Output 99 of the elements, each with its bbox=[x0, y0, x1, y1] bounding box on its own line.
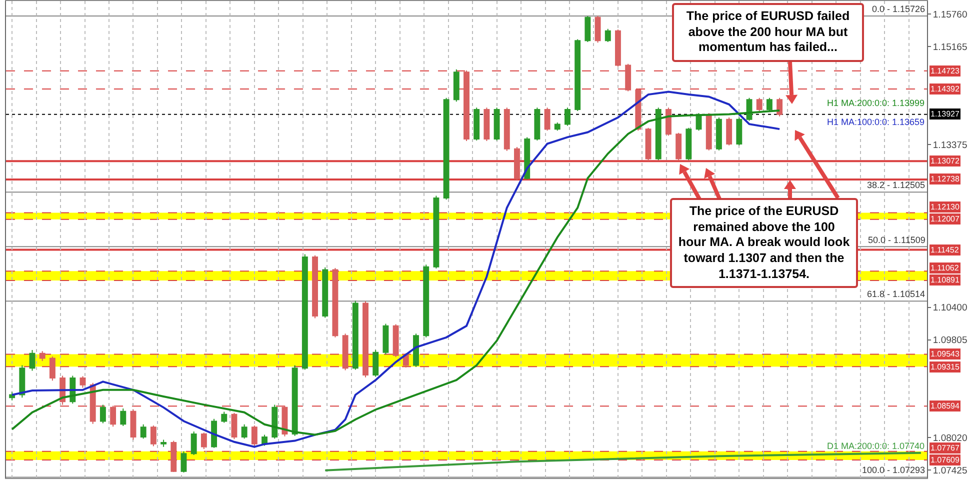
ref-line-label: 1.09315 bbox=[930, 362, 960, 372]
candlestick bbox=[120, 408, 126, 427]
candlestick bbox=[180, 450, 187, 474]
annotation: The price of the EURUSD remained above the 100 hour MA. A break would look toward 1.1307 and then the 1.1371-1.13754. bbox=[670, 198, 858, 288]
candlestick bbox=[736, 117, 742, 146]
candlestick bbox=[574, 38, 581, 112]
candlestick bbox=[49, 356, 56, 382]
ref-line-label: 1.13927 bbox=[930, 110, 960, 118]
candlestick bbox=[19, 364, 26, 398]
candlestick bbox=[170, 440, 177, 472]
annotation: 50.0 - 1.11509 bbox=[868, 235, 926, 245]
ref-line-label: 1.12130 bbox=[930, 202, 960, 212]
candlestick bbox=[604, 28, 611, 43]
candlestick bbox=[292, 364, 298, 436]
y-tick-label: 1.10400 bbox=[932, 302, 968, 314]
text: H1 MA:100:0:0: 1.13659 bbox=[827, 117, 925, 127]
candlestick bbox=[251, 424, 258, 447]
candlestick bbox=[272, 404, 278, 440]
candlestick bbox=[221, 411, 228, 424]
candlestick bbox=[474, 107, 480, 141]
candlestick bbox=[80, 376, 86, 388]
candlestick bbox=[726, 117, 732, 146]
candlestick bbox=[190, 431, 197, 456]
candlestick bbox=[352, 300, 358, 370]
candlestick bbox=[342, 333, 348, 371]
ref-line-label: 1.14392 bbox=[930, 84, 960, 94]
candlestick bbox=[322, 266, 328, 318]
candlestick bbox=[382, 323, 389, 355]
candlestick bbox=[594, 15, 601, 44]
candlestick bbox=[544, 107, 550, 132]
candlestick bbox=[676, 132, 682, 161]
candlestick bbox=[564, 107, 570, 126]
candlestick bbox=[615, 28, 621, 68]
candlestick bbox=[504, 107, 510, 152]
ref-line-label: 1.12738 bbox=[930, 174, 960, 184]
candlestick bbox=[372, 350, 379, 378]
candlestick bbox=[464, 70, 470, 142]
y-tick-label: 1.08020 bbox=[932, 432, 968, 444]
ref-line-label: 1.14723 bbox=[930, 66, 960, 76]
candlestick bbox=[686, 127, 692, 161]
candlestick bbox=[29, 350, 36, 372]
candlestick bbox=[625, 63, 632, 92]
candlestick bbox=[231, 412, 238, 440]
candlestick bbox=[766, 97, 772, 112]
candlestick bbox=[666, 107, 672, 136]
ref-line-label: 1.12007 bbox=[930, 214, 960, 224]
candlestick bbox=[100, 404, 106, 424]
candlestick bbox=[584, 15, 591, 43]
candlestick bbox=[130, 409, 136, 440]
ref-line-label: 1.10891 bbox=[930, 276, 960, 284]
y-tick-label: 1.15165 bbox=[932, 42, 968, 54]
candlestick bbox=[140, 424, 146, 440]
candlestick bbox=[716, 117, 722, 151]
candlestick bbox=[756, 97, 762, 112]
candlestick bbox=[645, 127, 652, 162]
candlestick bbox=[302, 254, 308, 370]
annotation: The price of EURUSD failed above the 200 hour MA but momentum has failed... bbox=[672, 3, 864, 62]
candlestick bbox=[332, 267, 338, 338]
candlestick bbox=[655, 107, 662, 161]
candlestick bbox=[554, 122, 560, 132]
candlestick bbox=[110, 405, 116, 428]
candlestick bbox=[362, 300, 368, 378]
candlestick bbox=[392, 324, 399, 358]
ref-line-label: 1.11452 bbox=[930, 246, 960, 254]
candlestick bbox=[160, 439, 167, 448]
candlestick bbox=[494, 107, 500, 141]
y-tick-label: 1.13375 bbox=[932, 140, 968, 151]
ref-line-label: 1.09543 bbox=[930, 350, 960, 358]
ref-line-label: 1.07609 bbox=[930, 456, 960, 464]
annotation: 38.2 - 1.12505 bbox=[867, 180, 926, 190]
series-label: D1 MA:200:0:0: 1.07740 bbox=[827, 441, 925, 451]
candlestick bbox=[433, 195, 440, 269]
candlestick bbox=[211, 418, 218, 448]
ref-line-label: 1.08594 bbox=[930, 402, 960, 410]
candlestick bbox=[453, 68, 460, 102]
candlestick bbox=[443, 97, 450, 200]
candlestick bbox=[200, 432, 207, 450]
candlestick bbox=[534, 107, 540, 141]
candlestick bbox=[524, 136, 530, 180]
annotation: 0.0 - 1.15726 bbox=[872, 4, 926, 14]
candlestick bbox=[423, 264, 430, 338]
ref-line-label: 1.07767 bbox=[930, 444, 960, 452]
ref-line-label: 1.13072 bbox=[930, 156, 960, 166]
candlestick bbox=[484, 107, 490, 142]
candlestick bbox=[514, 146, 520, 180]
candlestick bbox=[776, 97, 783, 117]
y-tick-label: 1.07425 bbox=[932, 465, 968, 476]
candlestick bbox=[413, 333, 419, 368]
candlestick bbox=[706, 114, 712, 151]
candlestick bbox=[241, 424, 248, 440]
ref-line-label: 1.11062 bbox=[930, 264, 960, 272]
annotation: 61.8 - 1.10514 bbox=[867, 289, 926, 299]
y-tick-label: 1.09805 bbox=[932, 335, 968, 346]
candlestick bbox=[150, 424, 156, 447]
candlestick bbox=[39, 350, 46, 362]
candlestick bbox=[312, 254, 318, 319]
y-tick-label: 1.15760 bbox=[932, 9, 968, 20]
text: H1 MA:200:0:0: 1.13999 bbox=[827, 98, 925, 108]
annotation: 100.0 - 1.07293 bbox=[862, 465, 926, 475]
